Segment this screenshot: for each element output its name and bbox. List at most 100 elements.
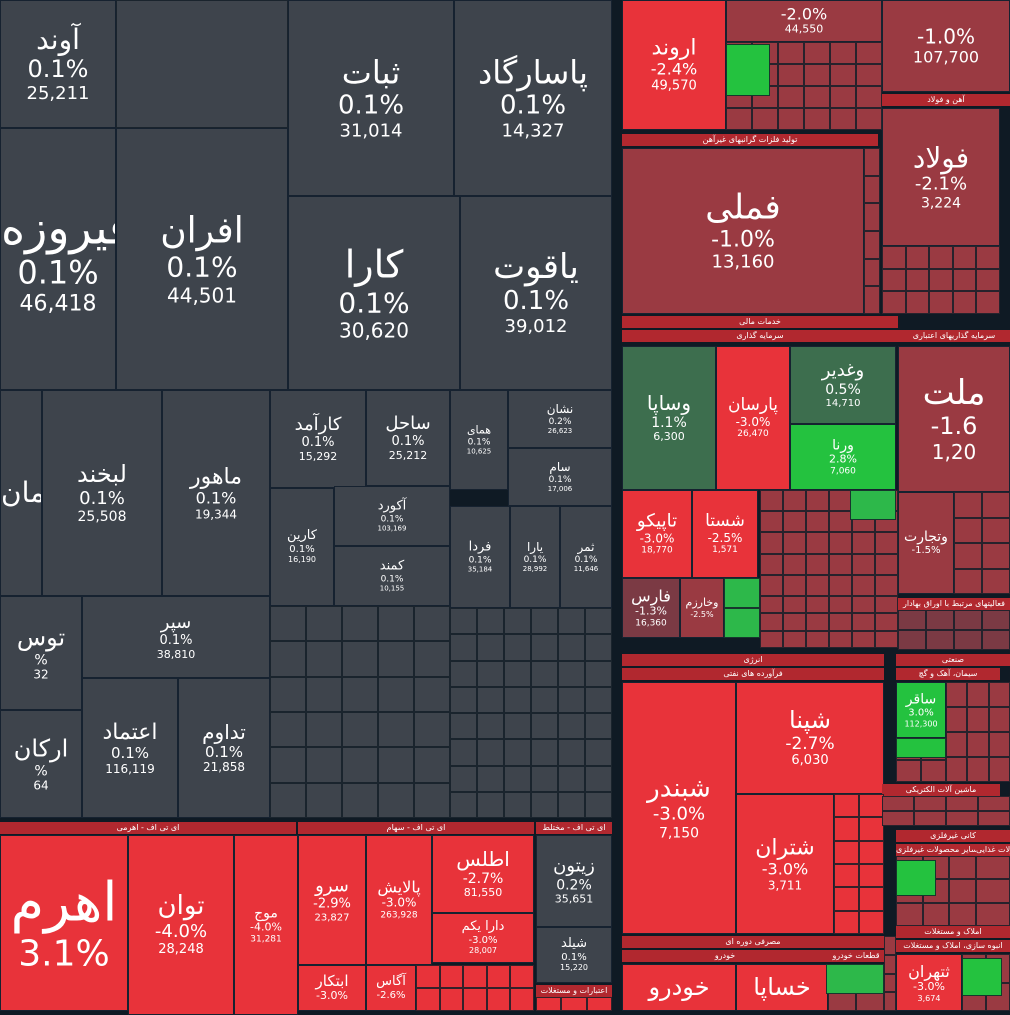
small-tile[interactable] — [760, 613, 783, 631]
tile-akord[interactable]: آکورد 0.1% 103,169 — [334, 486, 450, 546]
small-tile[interactable] — [760, 553, 783, 575]
small-tile[interactable] — [949, 902, 976, 926]
small-tile[interactable] — [558, 608, 585, 635]
small-tile[interactable] — [829, 532, 852, 554]
tile-yaghut[interactable]: یاقوت 0.1% 39,012 — [460, 196, 612, 390]
small-tile[interactable] — [952, 291, 977, 314]
small-tile[interactable] — [558, 739, 585, 766]
small-tile[interactable] — [536, 997, 562, 1011]
small-tile[interactable] — [504, 660, 531, 687]
small-tile[interactable] — [852, 630, 875, 648]
small-tile[interactable] — [954, 492, 982, 518]
small-tile[interactable] — [834, 840, 859, 864]
small-tile[interactable] — [905, 268, 930, 292]
tile-serv[interactable]: سرو -2.9% 23,827 — [298, 835, 366, 965]
small-tile[interactable] — [778, 86, 804, 108]
tile-femeli[interactable]: فملی -1.0% 13,160 — [622, 148, 864, 314]
small-tile[interactable] — [949, 856, 976, 880]
tile-mowj[interactable]: موج -4.0% 31,281 — [234, 835, 298, 1015]
small-tile[interactable] — [531, 608, 558, 635]
small-tile[interactable] — [414, 747, 450, 783]
small-tile[interactable] — [834, 817, 859, 841]
small-tile[interactable] — [806, 630, 829, 648]
small-tile[interactable] — [585, 634, 612, 661]
tile-tous[interactable]: توس% 32 — [0, 596, 82, 710]
tile-sasagher[interactable]: ساقر 3.0% 112,300 — [896, 682, 946, 738]
small-tile[interactable] — [882, 268, 906, 292]
small-tile[interactable] — [896, 860, 936, 896]
tile-kara[interactable]: کارا 0.1% 30,620 — [288, 196, 460, 390]
tile-shatran[interactable]: شتران -3.0% 3,711 — [736, 794, 834, 934]
tile-darayekom[interactable]: دارا یکم -3.0% 28,007 — [432, 913, 534, 963]
small-tile[interactable] — [342, 676, 378, 712]
small-tile[interactable] — [342, 712, 378, 748]
small-tile[interactable] — [477, 660, 504, 687]
small-tile[interactable] — [778, 64, 804, 86]
tile-arkan[interactable]: ارکان% 64 — [0, 710, 82, 818]
small-tile[interactable] — [882, 246, 906, 269]
small-tile[interactable] — [585, 660, 612, 687]
small-tile[interactable] — [875, 596, 898, 614]
small-tile[interactable] — [306, 641, 342, 677]
small-tile[interactable] — [830, 42, 856, 64]
small-tile[interactable] — [414, 641, 450, 677]
tile-fars[interactable]: فارس -1.3% 16,360 — [622, 578, 680, 638]
small-tile[interactable] — [829, 630, 852, 648]
small-tile[interactable] — [760, 630, 783, 648]
small-tile[interactable] — [806, 511, 829, 533]
tile-foolad[interactable]: فولاد -2.1% 3,224 — [882, 108, 1000, 246]
small-tile[interactable] — [270, 606, 306, 642]
small-tile[interactable] — [510, 965, 534, 988]
small-tile[interactable] — [783, 553, 806, 575]
small-tile[interactable] — [783, 613, 806, 631]
small-tile[interactable] — [116, 0, 288, 128]
small-tile[interactable] — [829, 613, 852, 631]
small-tile[interactable] — [982, 568, 1010, 594]
small-tile[interactable] — [929, 268, 953, 292]
tile-atlas[interactable]: اطلس -2.7% 81,550 — [432, 835, 534, 913]
small-tile[interactable] — [896, 738, 946, 758]
small-tile[interactable] — [585, 765, 612, 792]
tile-ahrom[interactable]: اهرم 3.1% — [0, 835, 128, 1011]
small-tile[interactable] — [946, 757, 968, 782]
small-tile[interactable] — [270, 782, 306, 818]
small-tile[interactable] — [477, 713, 504, 740]
small-tile[interactable] — [834, 794, 859, 818]
small-tile[interactable] — [477, 791, 504, 818]
small-tile[interactable] — [783, 532, 806, 554]
small-tile[interactable] — [477, 765, 504, 792]
small-tile[interactable] — [856, 86, 882, 108]
small-tile[interactable] — [976, 246, 1000, 269]
small-tile[interactable] — [834, 910, 859, 934]
small-tile[interactable] — [558, 765, 585, 792]
small-tile[interactable] — [967, 732, 989, 757]
small-tile[interactable] — [859, 817, 884, 841]
small-tile[interactable] — [450, 765, 477, 792]
tile-tadavom[interactable]: تداوم 0.1% 21,858 — [178, 678, 270, 818]
small-tile[interactable] — [884, 992, 896, 1011]
small-tile[interactable] — [270, 676, 306, 712]
tile-thehran[interactable]: ثتهران -3.0% 3,674 — [896, 954, 962, 1011]
tile-vaghtejarat[interactable]: وتجارت -1.5% — [898, 492, 954, 594]
tile-khodro[interactable]: خودرو — [622, 964, 736, 1011]
small-tile[interactable] — [826, 964, 884, 994]
small-tile[interactable] — [988, 682, 1010, 707]
tile-khesapa[interactable]: خساپا — [736, 964, 828, 1011]
small-tile[interactable] — [829, 596, 852, 614]
small-tile[interactable] — [982, 543, 1010, 569]
small-tile[interactable] — [806, 596, 829, 614]
small-tile[interactable] — [946, 811, 978, 826]
small-tile[interactable] — [486, 965, 511, 988]
small-tile[interactable] — [306, 782, 342, 818]
small-tile[interactable] — [806, 574, 829, 596]
small-tile[interactable] — [967, 707, 989, 732]
tile-shasta[interactable]: شستا -2.5% 1,571 — [692, 490, 758, 578]
small-tile[interactable] — [875, 613, 898, 631]
small-tile[interactable] — [829, 511, 852, 533]
tile-kaman[interactable]: کمان — [0, 390, 42, 596]
tile-labkhand[interactable]: لبخند 0.1% 25,508 — [42, 390, 162, 596]
small-tile[interactable] — [905, 246, 930, 269]
small-tile[interactable] — [760, 490, 783, 512]
tile-sabat[interactable]: ثبات 0.1% 31,014 — [288, 0, 454, 196]
small-tile[interactable] — [306, 676, 342, 712]
